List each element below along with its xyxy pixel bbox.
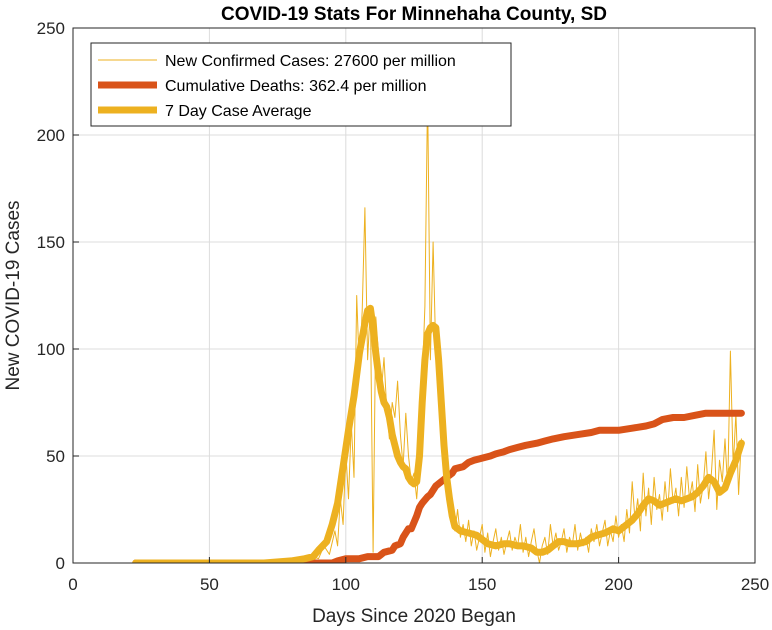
x-tick-label: 150 xyxy=(468,575,496,594)
x-tick-label: 250 xyxy=(741,575,769,594)
y-tick-label: 250 xyxy=(37,19,65,38)
series-layer xyxy=(132,91,745,563)
x-axis-label: Days Since 2020 Began xyxy=(312,606,516,627)
x-tick-label: 100 xyxy=(332,575,360,594)
chart-title: COVID-19 Stats For Minnehaha County, SD xyxy=(221,4,607,25)
series-line-2 xyxy=(132,409,745,563)
ticks: 0 50 100 150 200 250 0 50 100 150 200 250 xyxy=(37,19,770,594)
x-tick-label: 0 xyxy=(68,575,77,594)
legend-items: New Confirmed Cases: 27600 per million Cu… xyxy=(98,53,456,120)
legend-label: Cumulative Deaths: 362.4 per million xyxy=(165,78,426,95)
y-tick-label: 100 xyxy=(37,340,65,359)
legend-label: 7 Day Case Average xyxy=(165,103,312,120)
x-tick-label: 200 xyxy=(604,575,632,594)
legend-box xyxy=(90,42,512,127)
legend: New Confirmed Cases: 27600 per million Cu… xyxy=(90,42,512,127)
axes xyxy=(72,27,756,564)
y-axis-label: New COVID-19 Cases xyxy=(3,200,24,390)
y-tick-label: 50 xyxy=(46,447,65,466)
series-line-3 xyxy=(132,304,745,563)
y-tick-label: 0 xyxy=(56,554,65,573)
x-tick-label: 50 xyxy=(200,575,219,594)
legend-label: New Confirmed Cases: 27600 per million xyxy=(165,53,456,70)
y-tick-label: 150 xyxy=(37,233,65,252)
y-tick-label: 200 xyxy=(37,126,65,145)
axes-box xyxy=(72,27,756,564)
